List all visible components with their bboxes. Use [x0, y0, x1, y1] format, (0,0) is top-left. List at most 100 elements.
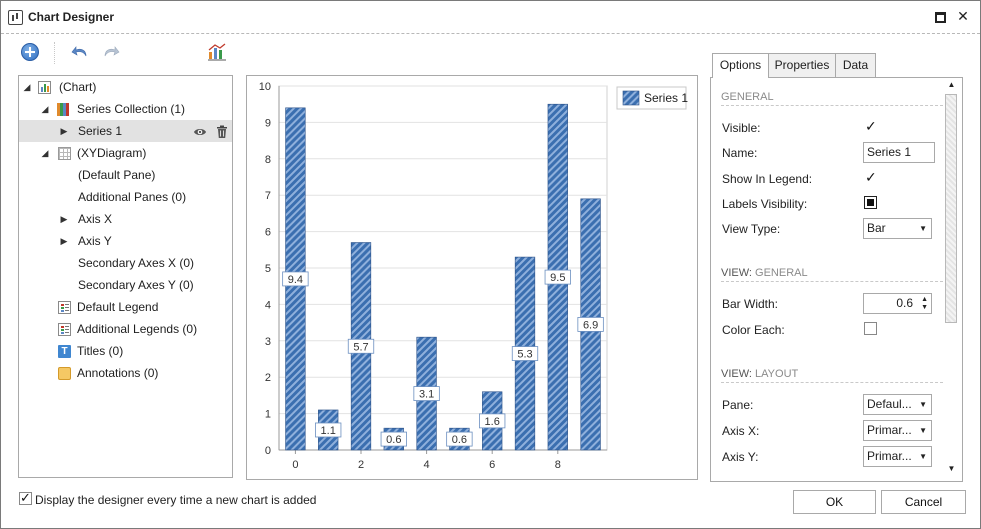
visible-checkbox[interactable]: ✓ [865, 118, 877, 134]
section-view-general-suffix: GENERAL [755, 267, 808, 279]
bar-chart[interactable]: 0 1 2 3 4 5 6 7 8 9 10 0 2 4 6 8 9.4 1.1 5.7 0.6 3.1 0.6 1.6 5… [247, 76, 697, 479]
tree-item-additional-panes[interactable]: Additional Panes (0) [19, 186, 232, 208]
tree-item-label: Annotations (0) [77, 366, 159, 380]
tree-item-chart[interactable]: ◢ (Chart) [19, 76, 232, 98]
tab-data[interactable]: Data [835, 53, 876, 77]
ok-button[interactable]: OK [793, 490, 876, 514]
tree-item-label: (Default Pane) [78, 168, 156, 182]
tree-item-default-pane[interactable]: (Default Pane) [19, 164, 232, 186]
app-icon [8, 10, 23, 25]
scroll-up-icon[interactable]: ▲ [947, 80, 956, 89]
tree-item-xydiagram[interactable]: ◢ (XYDiagram) [19, 142, 232, 164]
section-view-general-prefix: VIEW: [721, 267, 756, 279]
collapsed-icon[interactable]: ▶ [60, 126, 68, 136]
visibility-toggle-button[interactable] [193, 124, 207, 138]
tree-item-default-legend[interactable]: Default Legend [19, 296, 232, 318]
labels-visibility-label: Labels Visibility: [722, 197, 808, 211]
maximize-button[interactable] [933, 9, 947, 23]
labels-visibility-checkbox[interactable] [864, 196, 877, 209]
tab-options[interactable]: Options [712, 53, 769, 78]
delete-series-button[interactable] [215, 124, 229, 138]
add-series-button[interactable] [20, 42, 40, 62]
data-label: 3.1 [419, 389, 434, 401]
expanded-icon[interactable]: ◢ [23, 82, 31, 92]
display-designer-label: Display the designer every time a new ch… [35, 493, 317, 507]
x-tick-label: 6 [489, 459, 495, 471]
chevron-down-icon: ▼ [919, 224, 927, 233]
cancel-button[interactable]: Cancel [881, 490, 966, 514]
tree-item-additional-legends[interactable]: Additional Legends (0) [19, 318, 232, 340]
tree-item-label: Secondary Axes Y (0) [78, 278, 194, 292]
scroll-thumb[interactable] [945, 94, 957, 323]
tree-item-label: Series Collection (1) [77, 102, 186, 116]
chart-wizard-icon [208, 43, 226, 61]
axis-x-select[interactable]: Primar... ▼ [863, 420, 932, 441]
title-bar: Chart Designer ✕ [1, 1, 980, 34]
legend-label: Series 1 [644, 91, 688, 105]
chevron-down-icon: ▼ [919, 426, 927, 435]
y-tick-label: 3 [265, 336, 271, 348]
scroll-down-icon[interactable]: ▼ [947, 464, 956, 473]
tree-item-secondary-axes-x[interactable]: Secondary Axes X (0) [19, 252, 232, 274]
expanded-icon[interactable]: ◢ [41, 104, 49, 114]
section-view-general: VIEW: GENERAL [721, 267, 943, 282]
tab-properties[interactable]: Properties [768, 53, 836, 77]
name-field[interactable]: Series 1 [863, 142, 935, 163]
color-each-checkbox[interactable] [864, 322, 877, 335]
tree-item-label: Axis X [78, 212, 113, 226]
section-view-layout-suffix: LAYOUT [755, 368, 799, 380]
collapsed-icon[interactable]: ▶ [60, 214, 68, 224]
expanded-icon[interactable]: ◢ [41, 148, 49, 158]
tree-item-titles[interactable]: T Titles (0) [19, 340, 232, 362]
show-in-legend-checkbox[interactable]: ✓ [865, 169, 877, 185]
spin-down-icon[interactable]: ▼ [921, 304, 928, 311]
chart-wizard-button[interactable] [207, 42, 227, 62]
color-each-label: Color Each: [722, 323, 785, 337]
redo-button[interactable] [100, 42, 120, 62]
show-in-legend-label: Show In Legend: [722, 172, 813, 186]
undo-button[interactable] [71, 42, 91, 62]
legend-swatch [622, 90, 640, 106]
options-scrollbar[interactable]: ▲ ▼ [944, 78, 959, 479]
axis-y-select[interactable]: Primar... ▼ [863, 446, 932, 467]
section-general: GENERAL [721, 91, 943, 106]
tree-item-series-1[interactable]: ▶ Series 1 [19, 120, 232, 142]
view-type-select[interactable]: Bar ▼ [863, 218, 932, 239]
data-label-box [479, 413, 506, 429]
annotation-icon [58, 367, 71, 380]
chart-icon [38, 81, 51, 94]
axis-y-value: Primar... [867, 449, 912, 463]
view-type-value: Bar [867, 221, 886, 235]
data-label: 9.4 [288, 274, 303, 286]
tree-item-axis-y[interactable]: ▶ Axis Y [19, 230, 232, 252]
tree-item-label: Additional Panes (0) [78, 190, 187, 204]
axis-x-label: Axis X: [722, 424, 760, 438]
tree-item-annotations[interactable]: Annotations (0) [19, 362, 232, 384]
data-label: 5.7 [353, 341, 368, 353]
eye-icon [194, 129, 206, 135]
trash-icon [217, 125, 227, 138]
tree-item-secondary-axes-y[interactable]: Secondary Axes Y (0) [19, 274, 232, 296]
tree-item-label: Default Legend [77, 300, 159, 314]
series-collection-icon [57, 103, 70, 116]
window-title: Chart Designer [28, 10, 115, 24]
spin-up-icon[interactable]: ▲ [921, 296, 928, 303]
display-designer-checkbox[interactable] [19, 490, 32, 506]
tree-item-axis-x[interactable]: ▶ Axis X [19, 208, 232, 230]
view-type-label: View Type: [722, 222, 781, 236]
y-tick-label: 4 [265, 299, 271, 311]
chart-preview: 0 1 2 3 4 5 6 7 8 9 10 0 2 4 6 8 9.4 1.1 5.7 0.6 3.1 0.6 1.6 5… [246, 75, 698, 480]
data-label: 6.9 [583, 319, 598, 331]
bar-width-spinner[interactable]: 0.6 ▲ ▼ [863, 293, 932, 314]
pane-select[interactable]: Defaul... ▼ [863, 394, 932, 415]
y-tick-label: 1 [265, 409, 271, 421]
titles-icon: T [58, 345, 71, 358]
x-tick-label: 2 [358, 459, 364, 471]
data-label-box [446, 431, 473, 447]
tree-item-label: (Chart) [59, 80, 97, 94]
collapsed-icon[interactable]: ▶ [60, 236, 68, 246]
tree-item-series-collection[interactable]: ◢ Series Collection (1) [19, 98, 232, 120]
close-button[interactable]: ✕ [957, 8, 969, 24]
y-tick-label: 9 [265, 117, 271, 129]
